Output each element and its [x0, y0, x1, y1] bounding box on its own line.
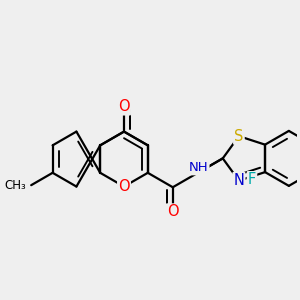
- Text: O: O: [118, 99, 130, 114]
- Text: F: F: [248, 172, 256, 187]
- Text: O: O: [118, 179, 130, 194]
- Text: S: S: [234, 129, 244, 144]
- Text: N: N: [233, 173, 244, 188]
- Text: NH: NH: [189, 161, 208, 174]
- Text: CH₃: CH₃: [4, 179, 26, 192]
- Text: O: O: [167, 205, 178, 220]
